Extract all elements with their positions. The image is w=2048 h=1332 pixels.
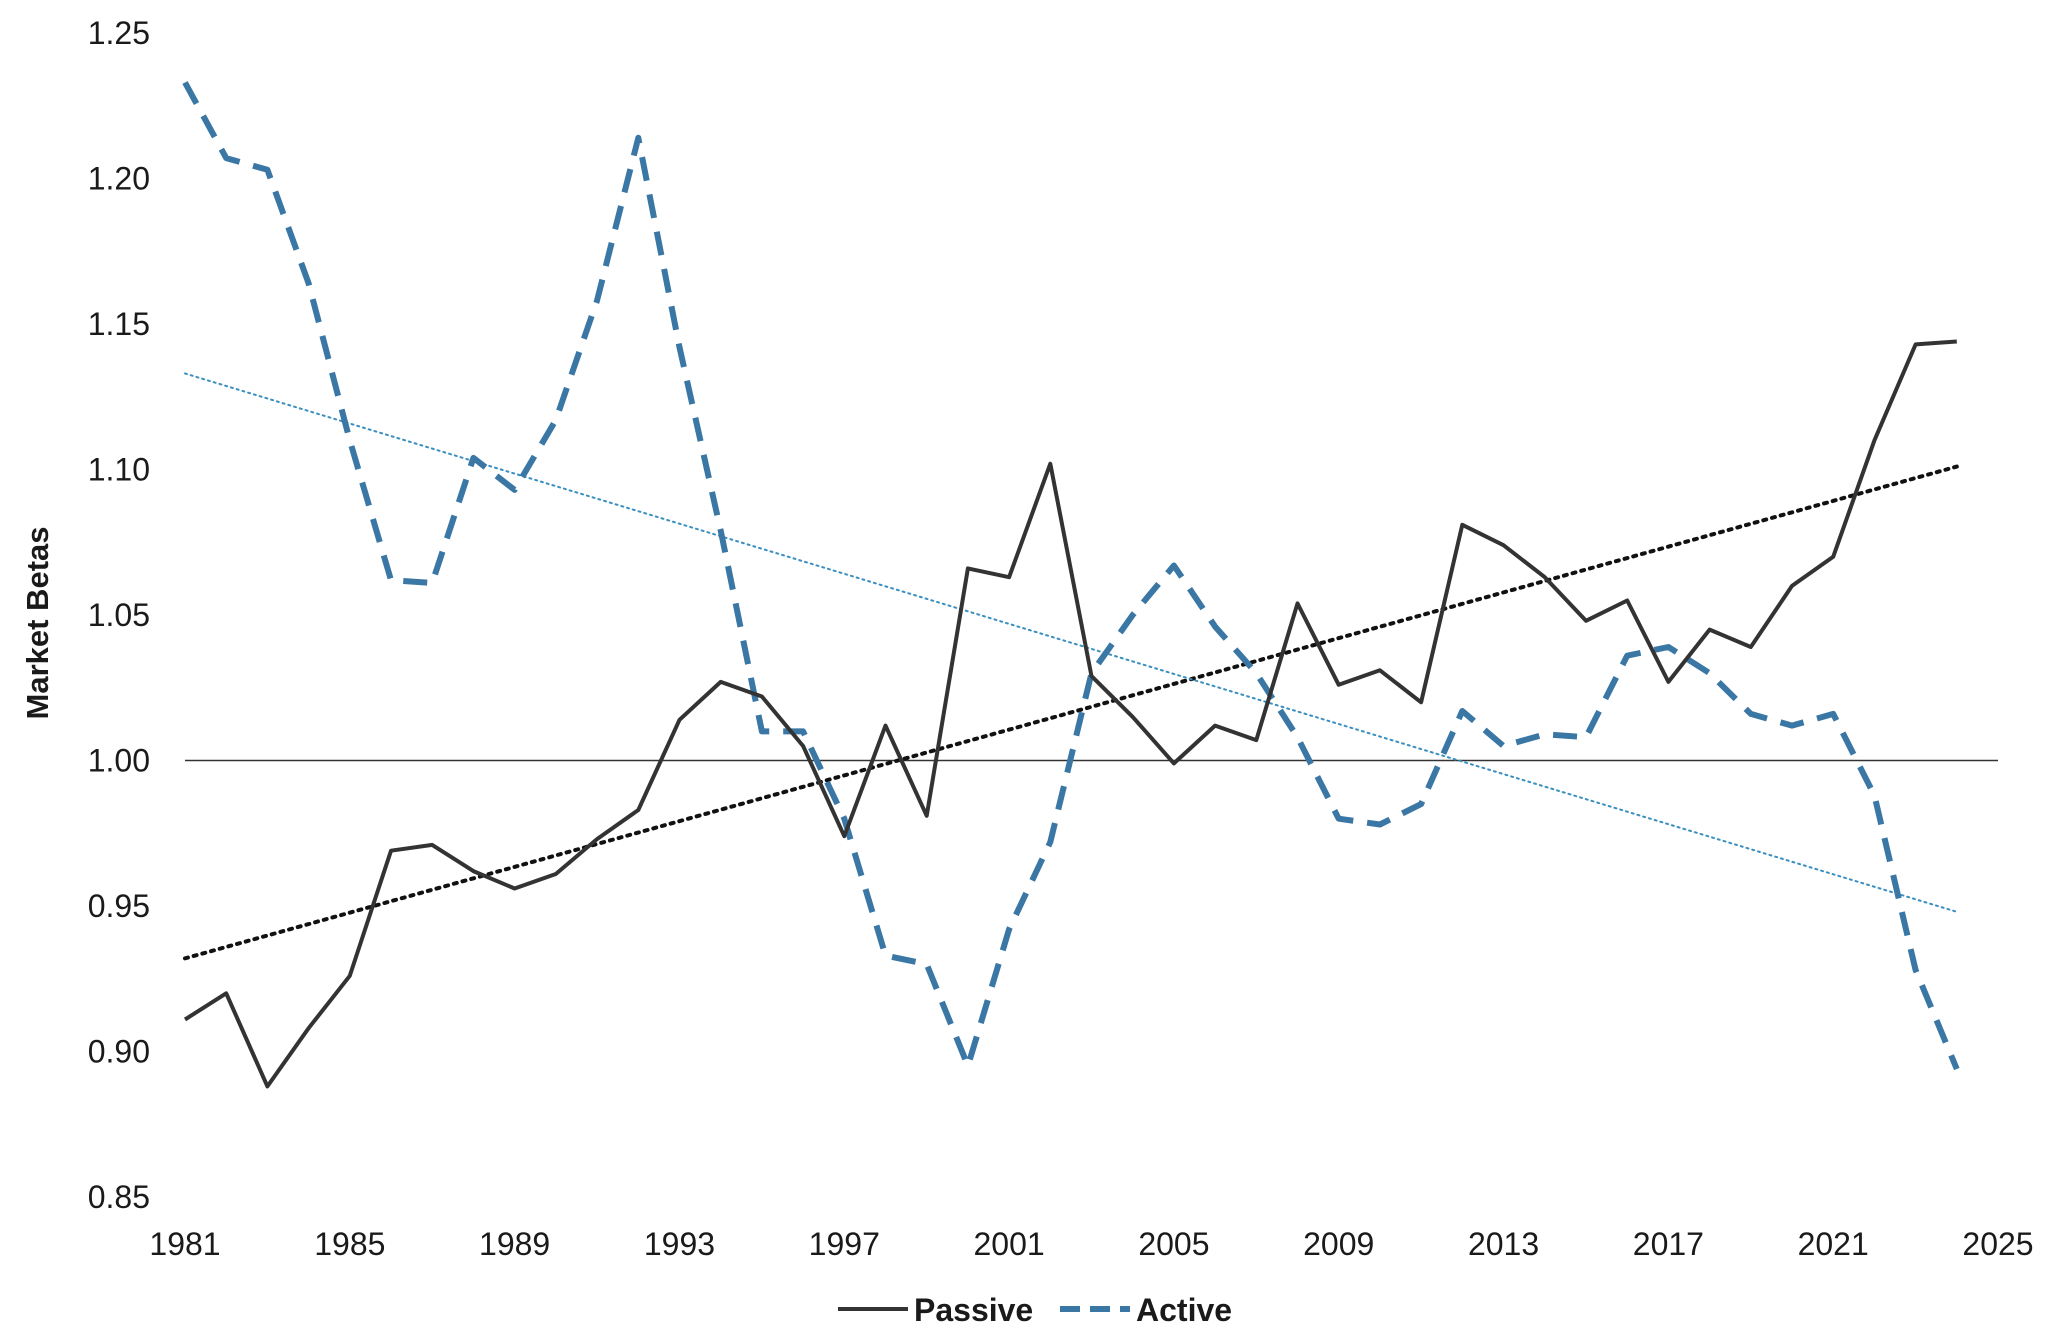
y-tick-label: 1.20	[88, 161, 150, 197]
x-tick-label: 1993	[644, 1226, 715, 1262]
legend-label-passive: Passive	[914, 1292, 1033, 1328]
x-tick-label: 1981	[149, 1226, 220, 1262]
series-lines	[182, 81, 1960, 1089]
y-axis-title: Market Betas	[20, 527, 55, 720]
series-line-active	[182, 81, 1960, 1071]
y-tick-label: 1.10	[88, 452, 150, 488]
trendline-passive	[183, 464, 1959, 961]
y-tick-labels: 1.25 1.20 1.15 1.10 1.05 1.00 0.95 0.90 0.85	[88, 15, 150, 1215]
series-line-passive	[183, 339, 1957, 1089]
x-tick-label: 2025	[1962, 1226, 2033, 1262]
x-tick-label: 2009	[1303, 1226, 1374, 1262]
y-tick-label: 1.25	[88, 15, 150, 51]
y-tick-label: 0.85	[88, 1179, 150, 1215]
y-tick-label: 0.95	[88, 888, 150, 924]
x-tick-label: 2001	[973, 1226, 1044, 1262]
x-tick-label: 2021	[1798, 1226, 1869, 1262]
x-tick-label: 2013	[1468, 1226, 1539, 1262]
trendlines	[183, 372, 1959, 961]
y-tick-label: 1.05	[88, 597, 150, 633]
trendline-active	[184, 372, 1958, 913]
x-tick-label: 1985	[314, 1226, 385, 1262]
y-tick-label: 1.00	[88, 743, 150, 779]
y-tick-label: 0.90	[88, 1034, 150, 1070]
legend-label-active: Active	[1136, 1292, 1232, 1328]
x-tick-label: 1997	[809, 1226, 880, 1262]
x-tick-label: 1989	[479, 1226, 550, 1262]
legend: Passive Active	[838, 1292, 1232, 1328]
x-tick-label: 2005	[1138, 1226, 1209, 1262]
x-tick-label: 2017	[1633, 1226, 1704, 1262]
y-tick-label: 1.15	[88, 306, 150, 342]
x-tick-labels: 1981 1985 1989 1993 1997 2001 2005 2009 2013 2017…	[149, 1226, 2033, 1262]
